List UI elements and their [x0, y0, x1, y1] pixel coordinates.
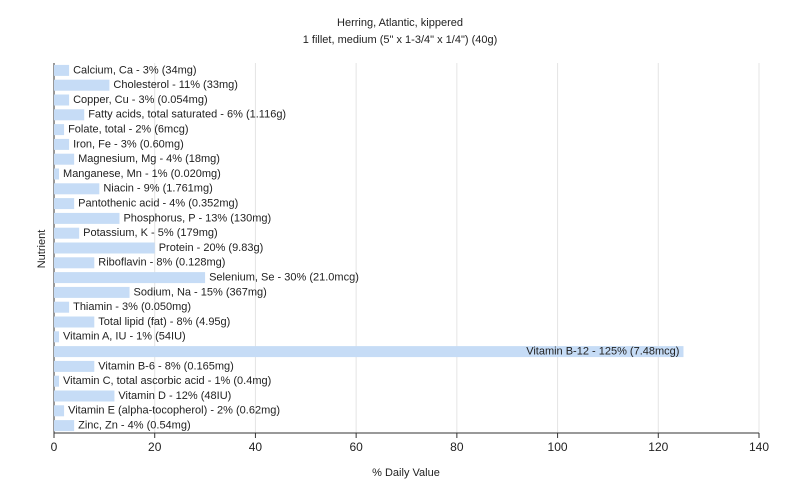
bar	[54, 183, 100, 195]
bar	[54, 79, 110, 91]
bar	[54, 360, 95, 372]
bar	[54, 94, 70, 106]
bar-label: Thiamin - 3% (0.050mg)	[73, 301, 191, 313]
bar-label: Vitamin B-12 - 125% (7.48mcg)	[526, 346, 679, 358]
bar-label: Magnesium, Mg - 4% (18mg)	[78, 153, 220, 165]
bar	[54, 124, 65, 136]
bar-label: Calcium, Ca - 3% (34mg)	[73, 64, 196, 76]
bar	[54, 301, 70, 313]
bar-label: Selenium, Se - 30% (21.0mcg)	[209, 272, 359, 284]
x-tick-label: 60	[349, 440, 363, 454]
bar-label: Vitamin A, IU - 1% (54IU)	[63, 331, 186, 343]
bar	[54, 153, 75, 165]
bar	[54, 375, 60, 387]
bar-label: Copper, Cu - 3% (0.054mg)	[73, 94, 208, 106]
bar	[54, 420, 75, 432]
bar-label: Riboflavin - 8% (0.128mg)	[98, 257, 225, 269]
bar-label: Pantothenic acid - 4% (0.352mg)	[78, 198, 238, 210]
bar-label: Vitamin C, total ascorbic acid - 1% (0.4…	[63, 375, 271, 387]
bar	[54, 168, 60, 180]
bar-label: Total lipid (fat) - 8% (4.95g)	[98, 316, 230, 328]
bar	[54, 390, 115, 402]
bar-label: Cholesterol - 11% (33mg)	[113, 79, 238, 91]
x-tick-label: 140	[749, 440, 769, 454]
bar-label: Iron, Fe - 3% (0.60mg)	[73, 138, 184, 150]
x-axis-label: % Daily Value	[372, 467, 440, 479]
bar	[54, 109, 85, 121]
bar-label: Vitamin B-6 - 8% (0.165mg)	[98, 360, 234, 372]
bar-label: Zinc, Zn - 4% (0.54mg)	[78, 420, 190, 432]
bar-label: Fatty acids, total saturated - 6% (1.116…	[88, 109, 286, 121]
x-tick-label: 0	[51, 440, 58, 454]
bar	[54, 242, 155, 254]
x-tick-label: 120	[648, 440, 668, 454]
bar-label: Vitamin D - 12% (48IU)	[118, 390, 231, 402]
bar	[54, 272, 206, 284]
bar	[54, 331, 60, 343]
bar-label: Folate, total - 2% (6mcg)	[68, 124, 188, 136]
bar	[54, 405, 65, 417]
bar	[54, 227, 80, 239]
x-tick-label: 100	[548, 440, 568, 454]
bar	[54, 198, 75, 210]
y-axis-label: Nutrient	[36, 230, 48, 269]
bar-label: Phosphorus, P - 13% (130mg)	[123, 212, 271, 224]
x-tick-label: 80	[450, 440, 464, 454]
bar-label: Vitamin E (alpha-tocopherol) - 2% (0.62m…	[68, 405, 280, 417]
x-tick-label: 20	[148, 440, 162, 454]
bar	[54, 212, 120, 224]
bar-label: Niacin - 9% (1.761mg)	[103, 183, 212, 195]
chart-title: Herring, Atlantic, kippered	[337, 17, 463, 29]
bar-label: Potassium, K - 5% (179mg)	[83, 227, 218, 239]
bar	[54, 346, 684, 358]
x-tick-label: 40	[249, 440, 263, 454]
bar	[54, 64, 70, 76]
bar-label: Protein - 20% (9.83g)	[159, 242, 264, 254]
bar	[54, 316, 95, 328]
bar	[54, 257, 95, 269]
bar	[54, 286, 130, 298]
chart-subtitle: 1 fillet, medium (5" x 1-3/4" x 1/4") (4…	[303, 34, 498, 46]
bar	[54, 138, 70, 150]
bar-label: Manganese, Mn - 1% (0.020mg)	[63, 168, 221, 180]
bar-label: Sodium, Na - 15% (367mg)	[134, 286, 267, 298]
